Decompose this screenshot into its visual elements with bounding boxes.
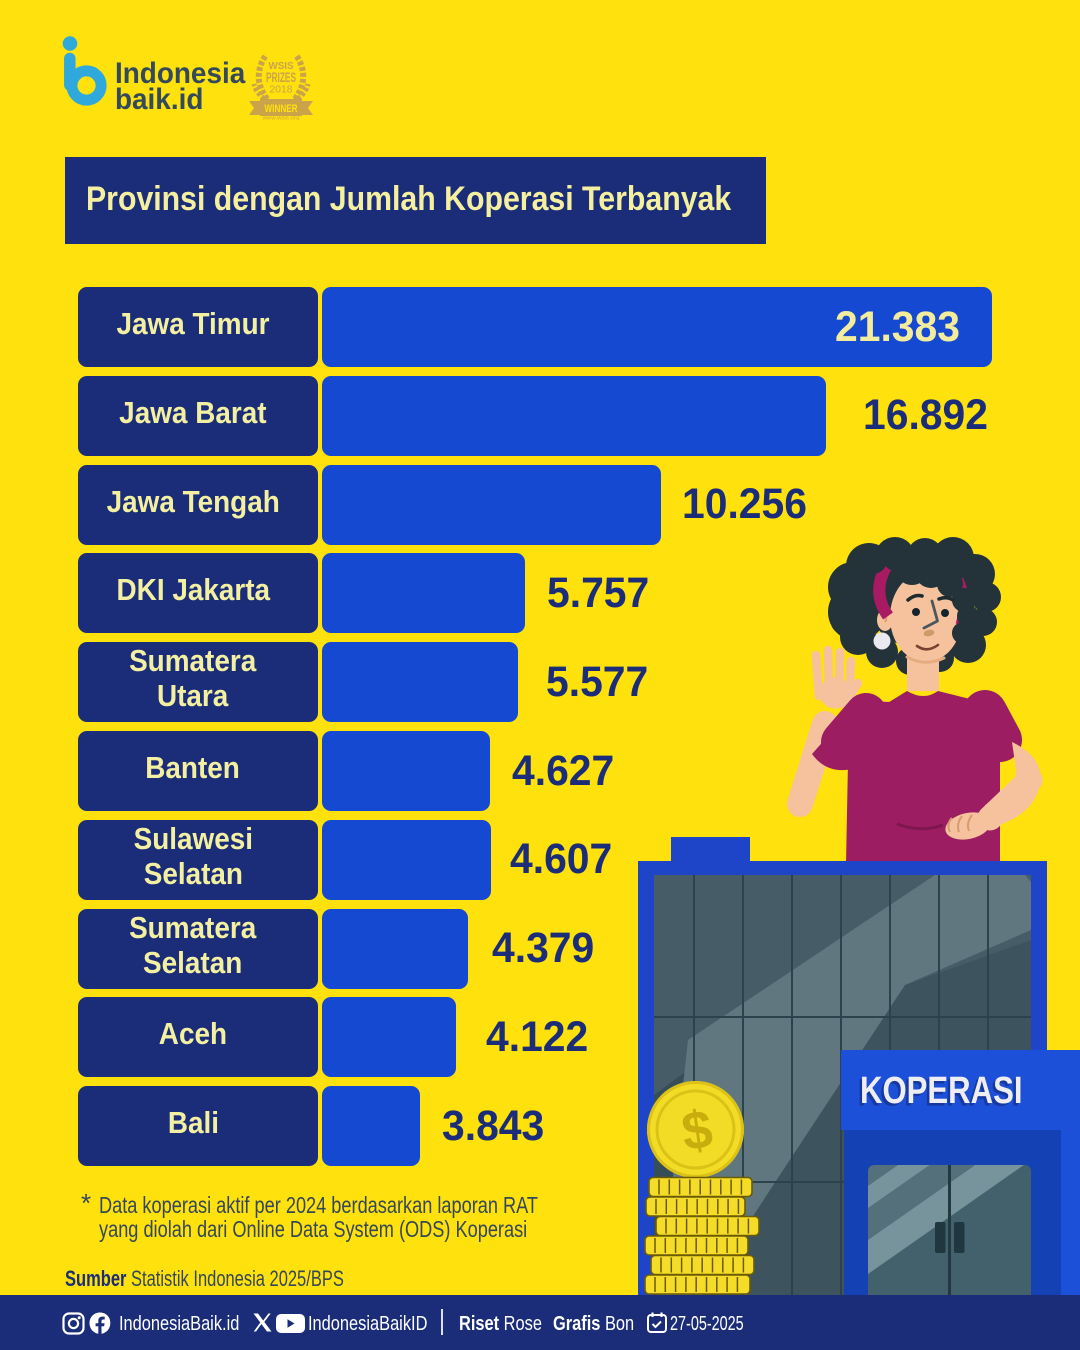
svg-text:KOPERASI: KOPERASI [858, 1073, 1020, 1114]
svg-text:www.wsis.org: www.wsis.org [261, 116, 299, 121]
svg-text:WINNER: WINNER [265, 103, 298, 115]
svg-text:PRIZES: PRIZES [266, 70, 296, 85]
svg-text:WSIS: WSIS [269, 60, 294, 72]
svg-text:2018: 2018 [270, 84, 293, 96]
svg-text:KOPERASI: KOPERASI [860, 1070, 1022, 1111]
